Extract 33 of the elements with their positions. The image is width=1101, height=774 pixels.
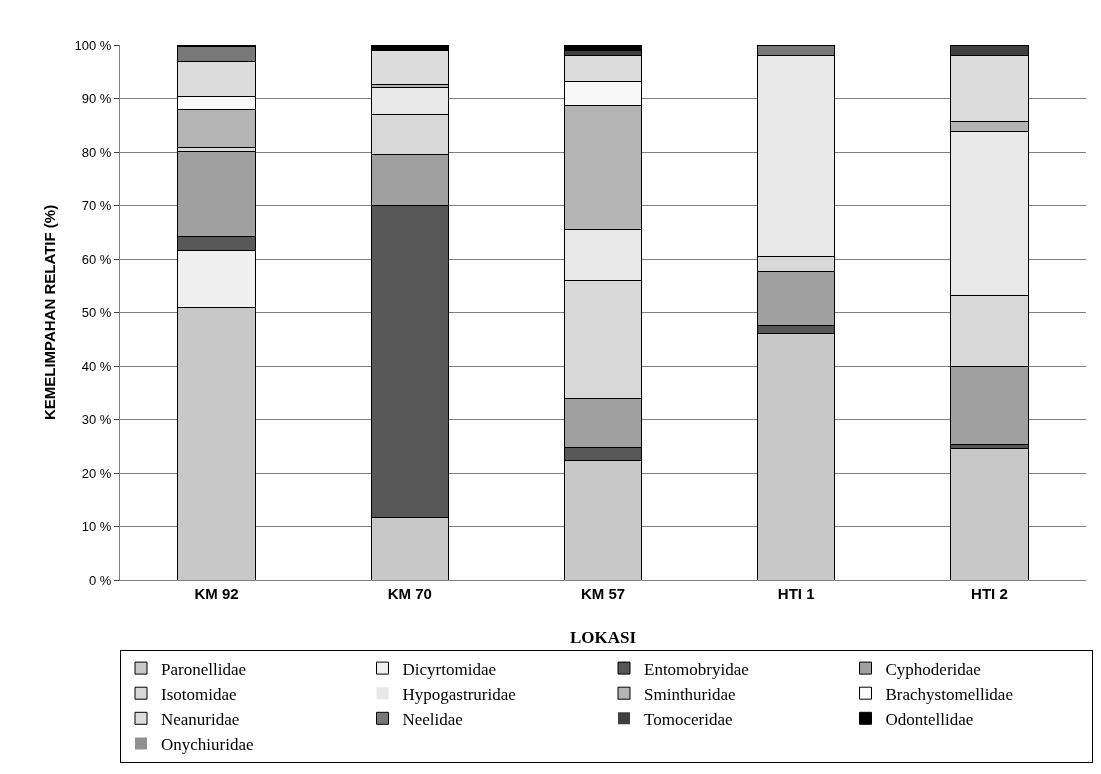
legend-label: Paronellidae xyxy=(161,659,246,679)
legend-label: Sminthuridae xyxy=(644,684,736,704)
x-tick-label: KM 57 xyxy=(580,585,626,602)
x-tick-label: HTI 2 xyxy=(971,585,1008,602)
x-tick-label: HTI 1 xyxy=(777,585,815,602)
y-tick-label: 0 % xyxy=(88,572,112,588)
bar xyxy=(370,49,449,85)
legend-label: Tomoceridae xyxy=(644,709,733,729)
y-tick-label: 10 % xyxy=(81,519,112,535)
y-tick-label: 40 % xyxy=(81,358,112,374)
legend-label: Entomobryidae xyxy=(644,659,749,679)
x-tick-label: KM 92 xyxy=(194,585,239,602)
y-tick-label: 60 % xyxy=(81,251,112,267)
legend-label: Dicyrtomidae xyxy=(402,659,496,679)
y-tick-label: 100 % xyxy=(74,37,112,53)
y-tick-label: 80 % xyxy=(81,144,112,160)
x-axis-title: LOKASI xyxy=(569,628,637,648)
legend-label: Cyphoderidae xyxy=(885,659,981,679)
legend-label: Hypogastruridae xyxy=(402,684,516,704)
legend-label: Brachystomellidae xyxy=(885,684,1013,704)
legend-label: Neelidae xyxy=(402,709,463,729)
legend-label: Neanuridae xyxy=(161,709,240,729)
y-tick-label: 50 % xyxy=(81,305,112,321)
y-tick-label: 90 % xyxy=(81,91,112,107)
y-axis-title: KEMELIMPAHAN RELATIF (%) xyxy=(40,204,58,421)
legend-label: Onychiuridae xyxy=(161,735,254,755)
y-tick-label: 20 % xyxy=(81,465,112,481)
bar xyxy=(950,448,1029,580)
y-tick-label: 30 % xyxy=(81,412,112,428)
legend-label: Odontellidae xyxy=(885,709,974,729)
legend-label: Isotomidae xyxy=(161,684,237,704)
x-tick-label: KM 70 xyxy=(387,585,432,602)
y-tick-label: 70 % xyxy=(81,198,112,214)
